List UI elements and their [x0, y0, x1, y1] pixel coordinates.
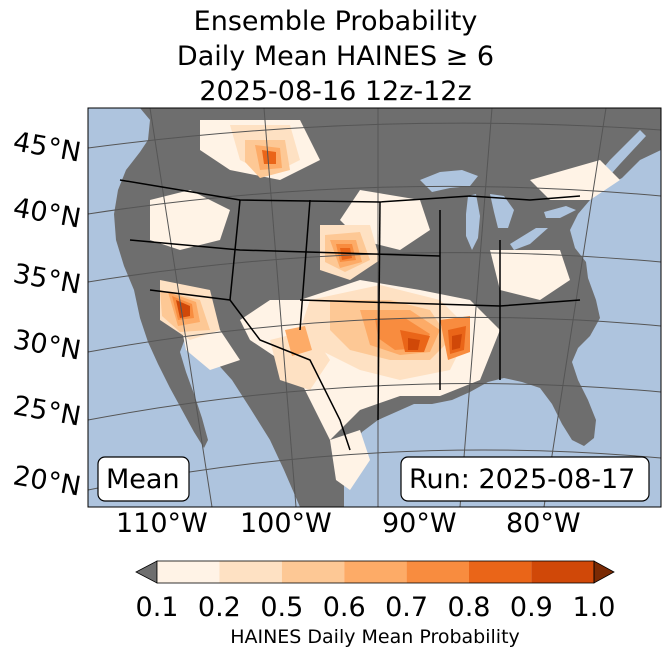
colorbar-bin-4 — [406, 561, 469, 583]
colorbar-bin-2 — [281, 561, 345, 583]
run-box — [400, 456, 650, 502]
colorbar-under-arrow — [135, 560, 158, 584]
lon-label-110: 110°W — [116, 508, 208, 539]
colorbar-tick-4: 0.7 — [385, 592, 428, 623]
lat-label-20: 20°N — [11, 460, 83, 502]
lon-label-90: 90°W — [382, 508, 457, 539]
lon-label-80: 80°W — [506, 508, 581, 539]
title-line-2: Daily Mean HAINES ≥ 6 — [176, 41, 495, 72]
lon-label-100: 100°W — [240, 508, 332, 539]
colorbar-tick-1: 0.2 — [198, 592, 241, 623]
colorbar: 0.1 0.2 0.5 0.6 0.7 0.8 0.9 1.0 HAINES D… — [135, 560, 616, 648]
mean-label: Mean — [106, 464, 180, 495]
map-frame — [87, 107, 662, 508]
colorbar-bin-5 — [469, 561, 532, 583]
lat-label-45: 45°N — [11, 126, 83, 168]
colorbar-tick-6: 0.9 — [510, 592, 553, 623]
borders — [119, 179, 581, 451]
colorbar-frame — [156, 560, 595, 584]
colorbar-tick-0: 0.1 — [136, 592, 179, 623]
colorbar-over-arrow — [593, 560, 615, 584]
lake-huron — [490, 194, 514, 228]
title-line-3: 2025-08-16 12z-12z — [199, 76, 472, 107]
mean-box — [97, 456, 190, 502]
colorbar-bin-0 — [157, 561, 220, 583]
lake-michigan — [466, 194, 480, 250]
colorbar-tick-2: 0.5 — [260, 592, 303, 623]
colorbar-bin-1 — [219, 561, 282, 583]
run-label: Run: 2025-08-17 — [409, 464, 635, 495]
lat-label-40: 40°N — [11, 192, 83, 234]
lat-label-35: 35°N — [11, 258, 83, 300]
title-line-1: Ensemble Probability — [193, 6, 478, 37]
colorbar-bin-3 — [344, 561, 407, 583]
lat-label-25: 25°N — [11, 390, 83, 432]
colorbar-bin-6 — [531, 561, 594, 583]
lake-erie — [510, 228, 548, 250]
colorbar-tick-5: 0.8 — [448, 592, 491, 623]
lat-label-30: 30°N — [11, 324, 83, 366]
probability-shading — [150, 120, 620, 490]
colorbar-tick-3: 0.6 — [323, 592, 366, 623]
colorbar-tick-7: 1.0 — [573, 592, 616, 623]
colorbar-label: HAINES Daily Mean Probability — [230, 626, 520, 648]
lake-ontario — [544, 206, 576, 218]
